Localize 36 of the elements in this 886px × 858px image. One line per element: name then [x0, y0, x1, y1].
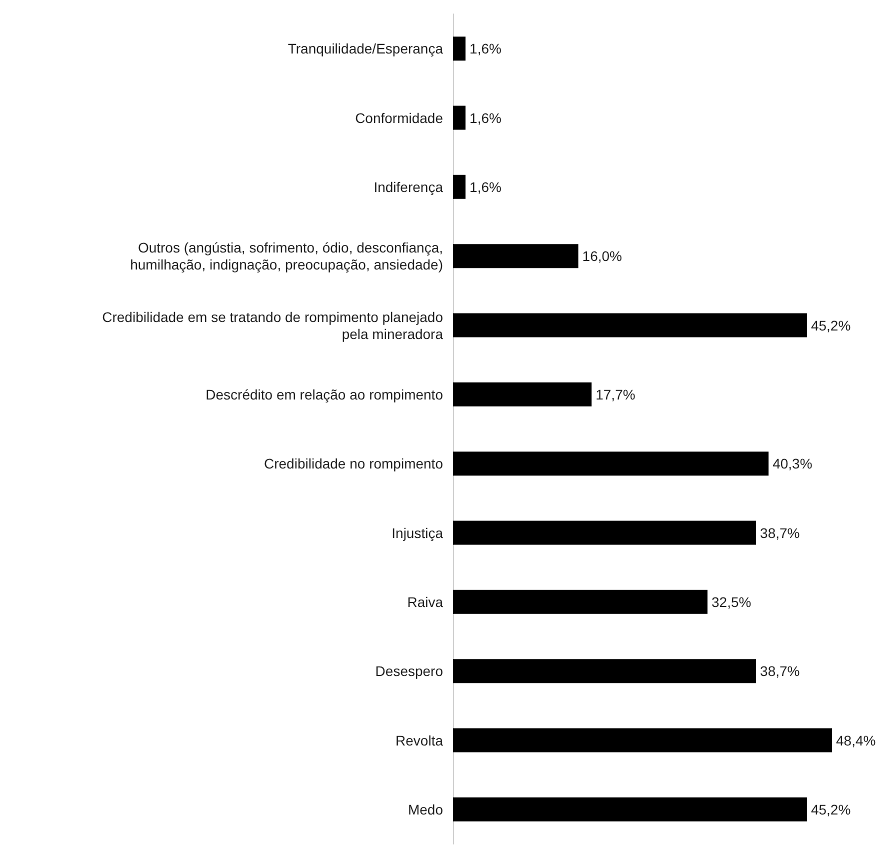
data-label: 38,7%	[760, 524, 800, 541]
y-tick-label: Outros (angústia, sofrimento, ódio, desconfiança, humilhação, indignação, preocupação, ansiedade)	[130, 240, 443, 273]
bar	[453, 36, 466, 61]
y-tick-label: Medo	[408, 801, 444, 818]
data-label: 45,2%	[810, 801, 851, 818]
bar	[453, 106, 466, 130]
bar	[453, 244, 578, 268]
y-tick-label: Desespero	[375, 663, 444, 680]
data-label: 1,6%	[470, 178, 502, 195]
data-label: 16,0%	[582, 248, 622, 264]
y-tick-label: Revolta	[396, 732, 444, 748]
data-label: 38,7%	[760, 663, 800, 680]
y-tick-label: Raiva	[407, 594, 444, 610]
bar	[453, 590, 708, 614]
bar	[453, 452, 769, 476]
data-label: 17,7%	[596, 386, 636, 402]
bar	[453, 797, 807, 822]
data-label: 32,5%	[711, 594, 752, 610]
y-tick-label: Indiferença	[374, 178, 444, 195]
y-tick-label: Conformidade	[355, 110, 444, 126]
data-label: 40,3%	[772, 456, 812, 472]
bar	[453, 174, 466, 199]
y-tick-label: Credibilidade em se tratando de rompimento planejado pela mineradora	[102, 308, 444, 342]
y-tick-label: Descrédito em relação ao rompimento	[206, 386, 444, 402]
data-label: 45,2%	[810, 317, 851, 334]
data-label: 1,6%	[470, 40, 502, 57]
bar	[453, 520, 756, 545]
data-label: 1,6%	[470, 110, 502, 126]
y-tick-label: Tranquilidade/Esperança	[288, 40, 444, 57]
y-tick-label: Credibilidade no rompimento	[264, 456, 444, 472]
bar	[453, 728, 832, 752]
bar	[453, 382, 592, 406]
bar	[453, 313, 807, 338]
bar	[453, 659, 756, 684]
y-tick-label: Injustiça	[392, 524, 444, 541]
data-label: 48,4%	[836, 732, 876, 748]
